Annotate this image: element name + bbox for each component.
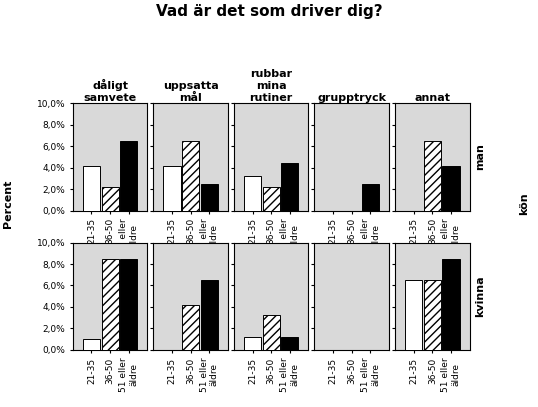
Text: Vad är det som driver dig?: Vad är det som driver dig?	[155, 4, 383, 19]
Bar	[281, 163, 299, 210]
Bar	[182, 141, 199, 210]
Bar	[120, 141, 137, 210]
Text: man: man	[476, 144, 486, 171]
Bar	[102, 259, 119, 350]
Text: Percent: Percent	[3, 179, 13, 228]
Title: grupptryck: grupptryck	[317, 93, 386, 103]
Title: annat: annat	[414, 93, 450, 103]
Bar	[164, 166, 181, 210]
Bar	[201, 280, 218, 350]
Bar	[362, 184, 379, 210]
Bar	[201, 184, 218, 210]
Title: dåligt
samvete: dåligt samvete	[83, 79, 137, 103]
Text: kön: kön	[520, 192, 529, 215]
Bar	[102, 187, 119, 210]
Bar	[83, 339, 100, 350]
Bar	[405, 280, 422, 350]
Title: rubbar
mina
rutiner: rubbar mina rutiner	[250, 70, 293, 103]
Text: kvinna: kvinna	[476, 276, 486, 317]
Bar	[442, 166, 459, 210]
Bar	[263, 187, 280, 210]
Bar	[424, 141, 441, 210]
Title: uppsatta
mål: uppsatta mål	[163, 81, 218, 103]
Bar	[263, 315, 280, 350]
Bar	[424, 280, 441, 350]
Bar	[120, 259, 137, 350]
Bar	[83, 166, 100, 210]
Bar	[244, 176, 261, 210]
Bar	[182, 305, 199, 350]
Bar	[442, 259, 459, 350]
Bar	[244, 337, 261, 350]
Bar	[281, 337, 299, 350]
